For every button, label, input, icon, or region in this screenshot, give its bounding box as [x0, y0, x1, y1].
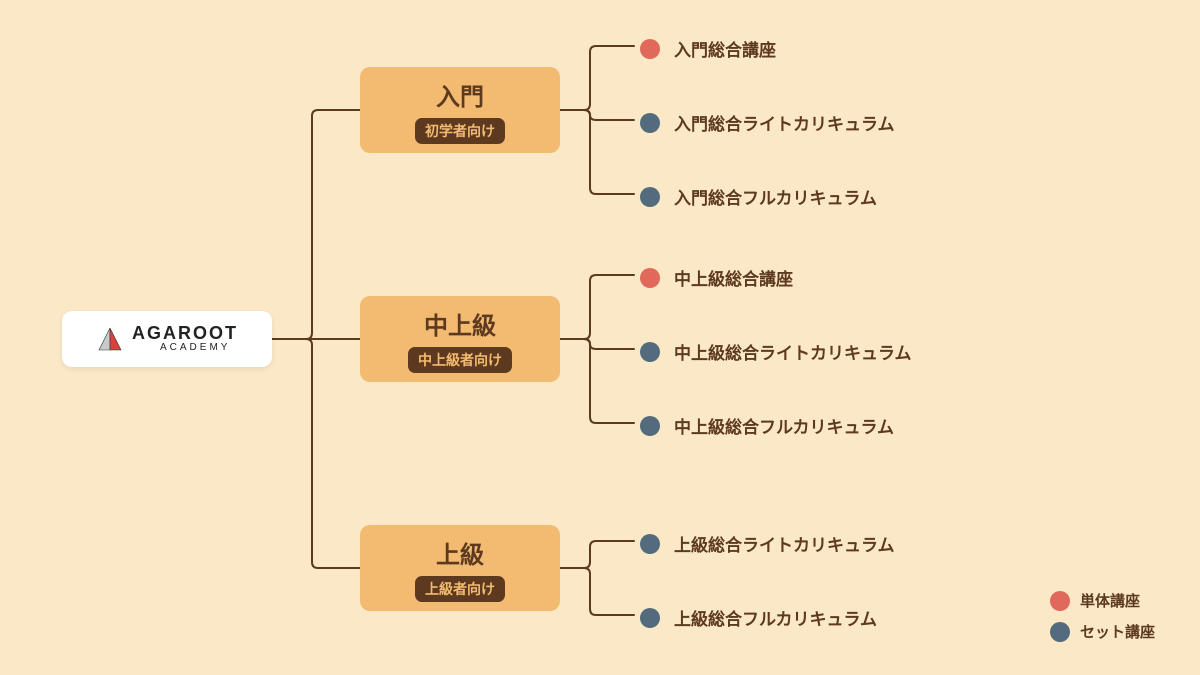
category-title: 入門: [436, 77, 484, 112]
set-course-icon: [640, 187, 660, 207]
logo-text: AGAROOTACADEMY: [132, 324, 238, 353]
legend-label: 単体講座: [1080, 590, 1140, 611]
logo-mark-icon: [96, 325, 124, 353]
legend-label: セット講座: [1080, 621, 1155, 642]
cat-beginner: 入門初学者向け: [360, 67, 560, 153]
single-course-icon: [640, 268, 660, 288]
legend-item: 単体講座: [1050, 590, 1155, 611]
course-label: 入門総合フルカリキュラム: [674, 184, 877, 209]
set-course-icon: [640, 342, 660, 362]
category-subtitle-pill: 中上級者向け: [408, 347, 512, 373]
course-item: 上級総合フルカリキュラム: [640, 605, 877, 630]
course-label: 上級総合ライトカリキュラム: [674, 531, 895, 556]
category-subtitle-pill: 上級者向け: [415, 576, 505, 602]
course-label: 入門総合講座: [674, 36, 776, 61]
course-item: 入門総合講座: [640, 36, 776, 61]
single-course-icon: [1050, 591, 1070, 611]
course-label: 上級総合フルカリキュラム: [674, 605, 877, 630]
logo-top-text: AGAROOT: [132, 324, 238, 343]
single-course-icon: [640, 39, 660, 59]
set-course-icon: [1050, 622, 1070, 642]
course-item: 入門総合フルカリキュラム: [640, 184, 877, 209]
course-label: 中上級総合ライトカリキュラム: [674, 339, 912, 364]
cat-advanced: 上級上級者向け: [360, 525, 560, 611]
course-label: 入門総合ライトカリキュラム: [674, 110, 895, 135]
legend-item: セット講座: [1050, 621, 1155, 642]
logo-card: AGAROOTACADEMY: [62, 311, 272, 367]
diagram-stage: AGAROOTACADEMY 入門初学者向け中上級中上級者向け上級上級者向け 入門総…: [0, 0, 1200, 675]
course-item: 上級総合ライトカリキュラム: [640, 531, 895, 556]
category-subtitle-pill: 初学者向け: [415, 118, 505, 144]
legend: 単体講座セット講座: [1050, 590, 1155, 642]
category-title: 上級: [436, 535, 484, 570]
course-item: 中上級総合ライトカリキュラム: [640, 339, 912, 364]
course-item: 中上級総合講座: [640, 265, 793, 290]
set-course-icon: [640, 534, 660, 554]
cat-mid: 中上級中上級者向け: [360, 296, 560, 382]
set-course-icon: [640, 113, 660, 133]
category-title: 中上級: [424, 306, 496, 341]
course-item: 中上級総合フルカリキュラム: [640, 413, 894, 438]
course-label: 中上級総合フルカリキュラム: [674, 413, 894, 438]
set-course-icon: [640, 608, 660, 628]
set-course-icon: [640, 416, 660, 436]
course-label: 中上級総合講座: [674, 265, 793, 290]
course-item: 入門総合ライトカリキュラム: [640, 110, 895, 135]
logo-bottom-text: ACADEMY: [160, 343, 230, 354]
